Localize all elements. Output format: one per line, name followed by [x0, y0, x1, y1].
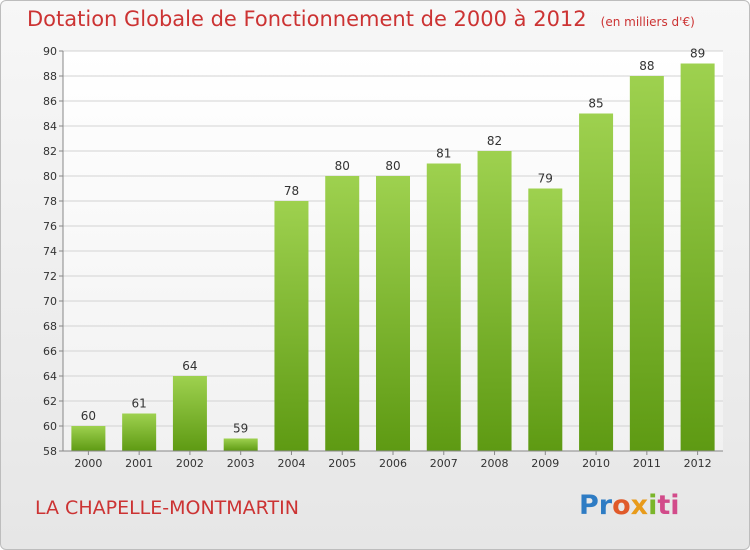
- x-tick-label-2009: 2009: [531, 457, 559, 470]
- y-tick-label: 80: [43, 170, 57, 183]
- y-tick-label: 82: [43, 145, 57, 158]
- chart-title: Dotation Globale de Fonctionnement de 20…: [27, 7, 695, 31]
- y-tick-label: 64: [43, 370, 57, 383]
- x-tick-label-2007: 2007: [430, 457, 458, 470]
- value-label-2010: 85: [588, 97, 603, 111]
- chart-title-text: Dotation Globale de Fonctionnement de 20…: [27, 7, 587, 31]
- x-tick-label-2005: 2005: [328, 457, 356, 470]
- x-tick-label-2012: 2012: [684, 457, 712, 470]
- y-tick-label: 62: [43, 395, 57, 408]
- y-tick-label: 58: [43, 445, 57, 458]
- value-label-2000: 60: [81, 409, 96, 423]
- value-label-2005: 80: [335, 159, 350, 173]
- bar-2000: [71, 426, 106, 451]
- y-tick-label: 90: [43, 45, 57, 58]
- bar-2012: [680, 63, 715, 451]
- value-label-2002: 64: [182, 359, 197, 373]
- y-tick-label: 76: [43, 220, 57, 233]
- y-tick-label: 72: [43, 270, 57, 283]
- y-tick-label: 70: [43, 295, 57, 308]
- bar-2001: [122, 413, 157, 451]
- value-label-2006: 80: [385, 159, 400, 173]
- bar-2002: [172, 376, 207, 451]
- place-name: LA CHAPELLE-MONTMARTIN: [35, 497, 299, 519]
- value-label-2004: 78: [284, 184, 299, 198]
- value-label-2007: 81: [436, 147, 451, 161]
- y-tick-label: 84: [43, 120, 57, 133]
- bar-2005: [325, 176, 360, 451]
- proxiti-logo: Proxiti: [579, 490, 680, 521]
- x-tick-label-2010: 2010: [582, 457, 610, 470]
- bar-2003: [223, 438, 258, 451]
- x-tick-label-2011: 2011: [633, 457, 661, 470]
- value-label-2008: 82: [487, 134, 502, 148]
- x-tick-label-2001: 2001: [125, 457, 153, 470]
- bar-2010: [579, 113, 614, 451]
- bar-2006: [376, 176, 410, 451]
- bar-2009: [528, 188, 563, 451]
- bar-2004: [274, 201, 309, 451]
- value-label-2003: 59: [233, 422, 248, 436]
- y-tick-label: 60: [43, 420, 57, 433]
- y-tick-label: 74: [43, 245, 57, 258]
- bar-2007: [426, 163, 461, 451]
- value-label-2009: 79: [538, 172, 553, 186]
- x-tick-label-2008: 2008: [481, 457, 509, 470]
- y-tick-label: 86: [43, 95, 57, 108]
- value-label-2012: 89: [690, 47, 705, 61]
- x-tick-label-2003: 2003: [227, 457, 255, 470]
- y-tick-label: 78: [43, 195, 57, 208]
- x-tick-label-2000: 2000: [74, 457, 102, 470]
- y-tick-label: 88: [43, 70, 57, 83]
- bar-2008: [477, 151, 512, 451]
- y-tick-label: 68: [43, 320, 57, 333]
- y-tick-label: 66: [43, 345, 57, 358]
- x-tick-label-2004: 2004: [277, 457, 305, 470]
- x-tick-label-2006: 2006: [379, 457, 407, 470]
- bar-2011: [629, 76, 664, 451]
- value-label-2011: 88: [639, 59, 654, 73]
- chart-unit: (en milliers d'€): [600, 15, 695, 29]
- x-tick-label-2002: 2002: [176, 457, 204, 470]
- value-label-2001: 61: [132, 397, 147, 411]
